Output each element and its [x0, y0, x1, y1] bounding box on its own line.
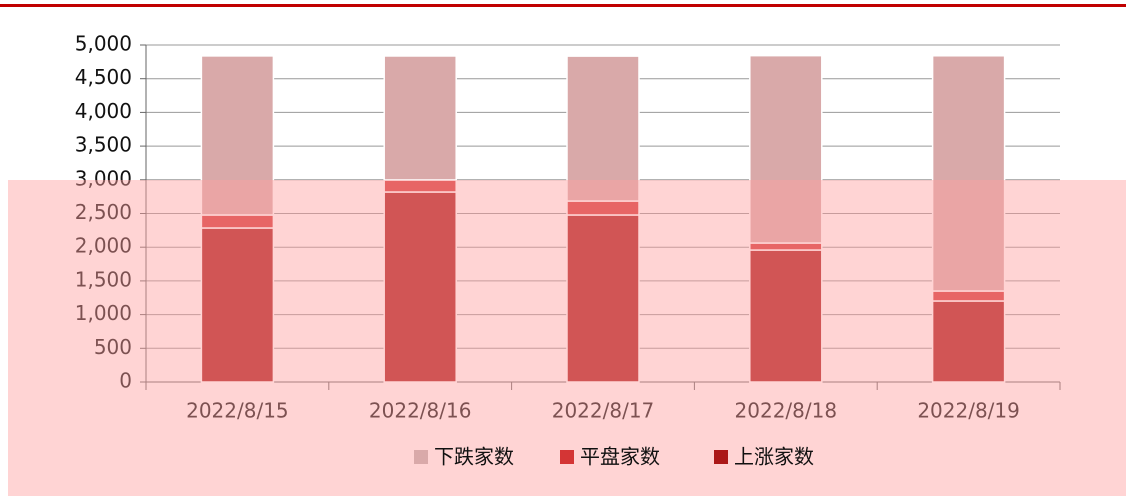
x-tick-label: 2022/8/19	[917, 399, 1020, 423]
overlay	[8, 180, 1126, 496]
x-tick-label: 2022/8/18	[735, 399, 838, 423]
y-tick-label: 0	[119, 369, 132, 393]
y-tick-label: 5,000	[75, 32, 132, 56]
x-tick-label: 2022/8/17	[552, 399, 655, 423]
y-tick-label: 2,000	[75, 234, 132, 258]
y-tick-label: 3,000	[75, 166, 132, 190]
y-tick-label: 3,500	[75, 133, 132, 157]
top-rule	[0, 4, 1126, 7]
plot: 0 500 1,000 1,500 2,000 2,500 3,000 3,500 4,000 4…	[75, 32, 1061, 423]
legend-swatch	[560, 450, 574, 464]
bar-segment	[566, 214, 640, 383]
x-tick-label: 2022/8/15	[186, 399, 289, 423]
y-tick-label: 4,000	[75, 99, 132, 123]
bar-segment	[749, 54, 823, 244]
x-tick-label: 2022/8/16	[369, 399, 472, 423]
bar-segment	[200, 55, 275, 216]
bar-segment	[749, 249, 823, 383]
legend-label: 上涨家数	[734, 445, 814, 469]
bar-segment	[566, 55, 640, 202]
bar-segment	[383, 191, 457, 383]
y-tick-label: 500	[94, 335, 132, 359]
bar-segment	[383, 55, 457, 181]
legend-label: 平盘家数	[580, 445, 660, 469]
y-tick-label: 4,500	[75, 65, 132, 89]
y-tick-label: 1,500	[75, 267, 132, 291]
bar-segment	[200, 227, 275, 383]
y-tick-label: 2,500	[75, 200, 132, 224]
legend-label: 下跌家数	[434, 445, 514, 469]
y-tick-label: 1,000	[75, 301, 132, 325]
legend-swatch	[414, 450, 428, 464]
bar-segment	[931, 55, 1006, 292]
legend-swatch	[714, 450, 728, 464]
